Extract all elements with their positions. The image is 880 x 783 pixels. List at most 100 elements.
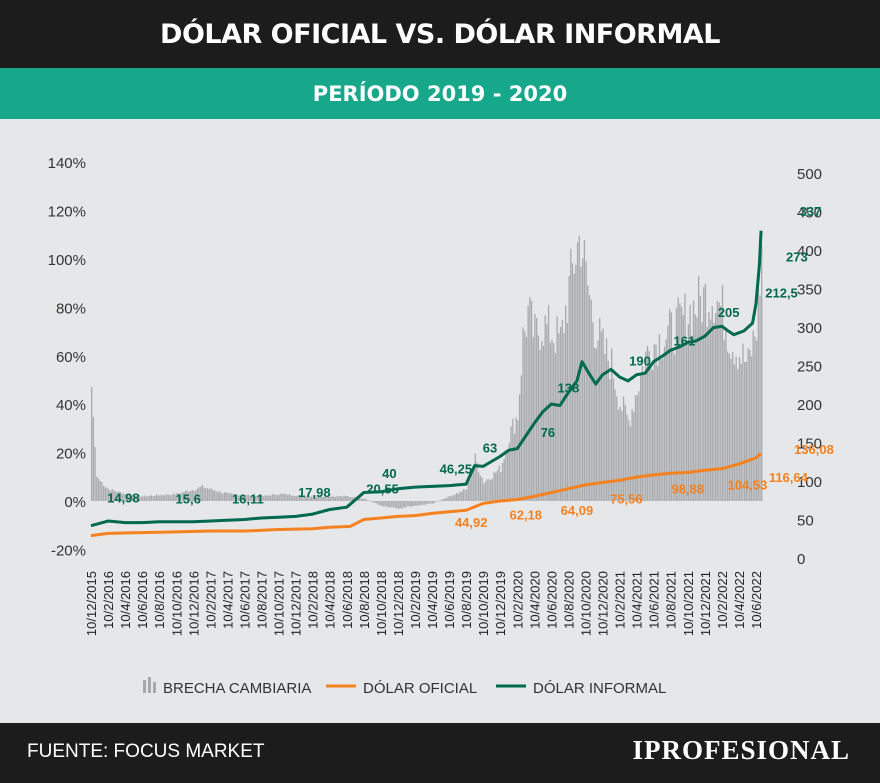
brecha-bar [375,501,378,504]
brecha-bar [501,462,504,501]
brecha-bar [246,494,248,501]
brecha-bar [520,375,522,501]
brecha-bar [744,361,746,501]
brecha-bar [645,351,647,501]
brecha-bar [281,493,284,501]
brecha-bar [558,333,560,501]
brecha-bar [264,495,267,501]
data-label: 337 [800,204,822,219]
x-axis-tick: 10/4/2019 [425,571,440,629]
x-axis-tick: 10/2/2021 [613,571,628,629]
brecha-bar [304,495,306,501]
brecha-bar [515,417,517,501]
brecha-bar [401,501,403,509]
brecha-bar [466,489,468,501]
brecha-bar [438,500,441,502]
brecha-bar [638,391,640,501]
brecha-bar [680,306,683,501]
brecha-bar [191,489,193,501]
brecha-bar [397,501,400,509]
brecha-bar [631,409,633,501]
brecha-bar [624,405,626,501]
brecha-bar [462,489,464,501]
brecha-bar [363,498,366,501]
brecha-bar [421,501,424,505]
brecha-bar [239,495,241,501]
brecha-bar [546,323,548,501]
data-label: 75,56 [610,491,643,506]
left-axis-tick: 120% [48,204,86,221]
brecha-bar [450,496,453,501]
brecha-bar [752,330,754,501]
brecha-bar [97,478,100,501]
brecha-bar [137,494,139,501]
brecha-bar [299,494,301,501]
brecha-bar [750,356,753,501]
brecha-bar [491,478,493,501]
brecha-bar [121,494,123,501]
legend-brecha-icon [148,677,151,693]
brecha-bar [675,307,678,501]
brecha-bar [290,495,292,501]
brecha-bar [582,258,584,501]
brecha-bar [259,496,262,501]
data-label: 14,98 [107,491,140,506]
brecha-bar [130,494,132,501]
brecha-bar [568,276,570,501]
brecha-bar [292,495,294,501]
brecha-bar [571,263,574,501]
brecha-bar [201,484,204,501]
data-label: 116,64 [769,470,809,485]
brecha-bar [198,487,200,501]
brecha-bar [561,320,563,501]
brecha-bar [389,501,391,508]
x-axis-tick: 10/4/2021 [630,571,645,629]
brecha-bar [469,479,471,501]
brecha-bar [713,322,715,501]
brecha-bar [432,501,434,504]
brecha-bar [413,501,415,507]
legend-label: BRECHA CAMBIARIA [163,680,311,697]
brecha-bar [241,495,243,501]
x-axis-tick: 10/10/2017 [272,571,287,636]
brecha-bar [687,324,690,501]
brecha-bar [740,363,742,501]
brecha-bar [116,492,118,501]
brecha-bar [166,494,168,501]
brecha-bar [195,490,197,501]
x-axis-tick: 10/6/2020 [544,571,559,629]
brecha-bar [404,501,407,508]
x-axis-tick: 10/6/2021 [647,571,662,629]
brecha-bar [360,498,362,501]
right-axis-tick: 0 [797,551,805,568]
brecha-bar [391,501,393,507]
brecha-bar [273,493,275,501]
brecha-bar [715,313,717,501]
legend-brecha-icon [143,680,146,693]
brecha-bar [619,406,621,501]
brecha-bar [346,496,349,501]
brecha-bar [725,331,727,501]
brecha-bar [408,501,410,506]
brecha-bar [599,317,601,501]
brecha-bar [583,240,586,501]
brecha-bar [196,488,199,501]
brecha-bar [167,494,170,501]
brecha-bar [322,497,325,501]
brecha-bar [672,347,674,501]
brecha-bar [721,284,724,501]
brecha-bar [382,501,384,507]
brecha-bar [263,496,265,501]
brecha-bar [385,501,388,507]
brecha-bar [728,353,730,501]
brecha-bar [256,495,258,501]
brecha-bar [759,295,761,501]
brecha-bar [749,349,751,501]
brecha-bar [348,496,350,501]
brecha-bar [755,340,758,501]
right-axis-tick: 100 [797,474,822,491]
brecha-bar [266,495,268,501]
chart: 140%120%100%80%60%40%20%0%-20%5004504003… [48,155,834,697]
brecha-bar [696,317,698,501]
data-label: 190 [629,354,651,369]
